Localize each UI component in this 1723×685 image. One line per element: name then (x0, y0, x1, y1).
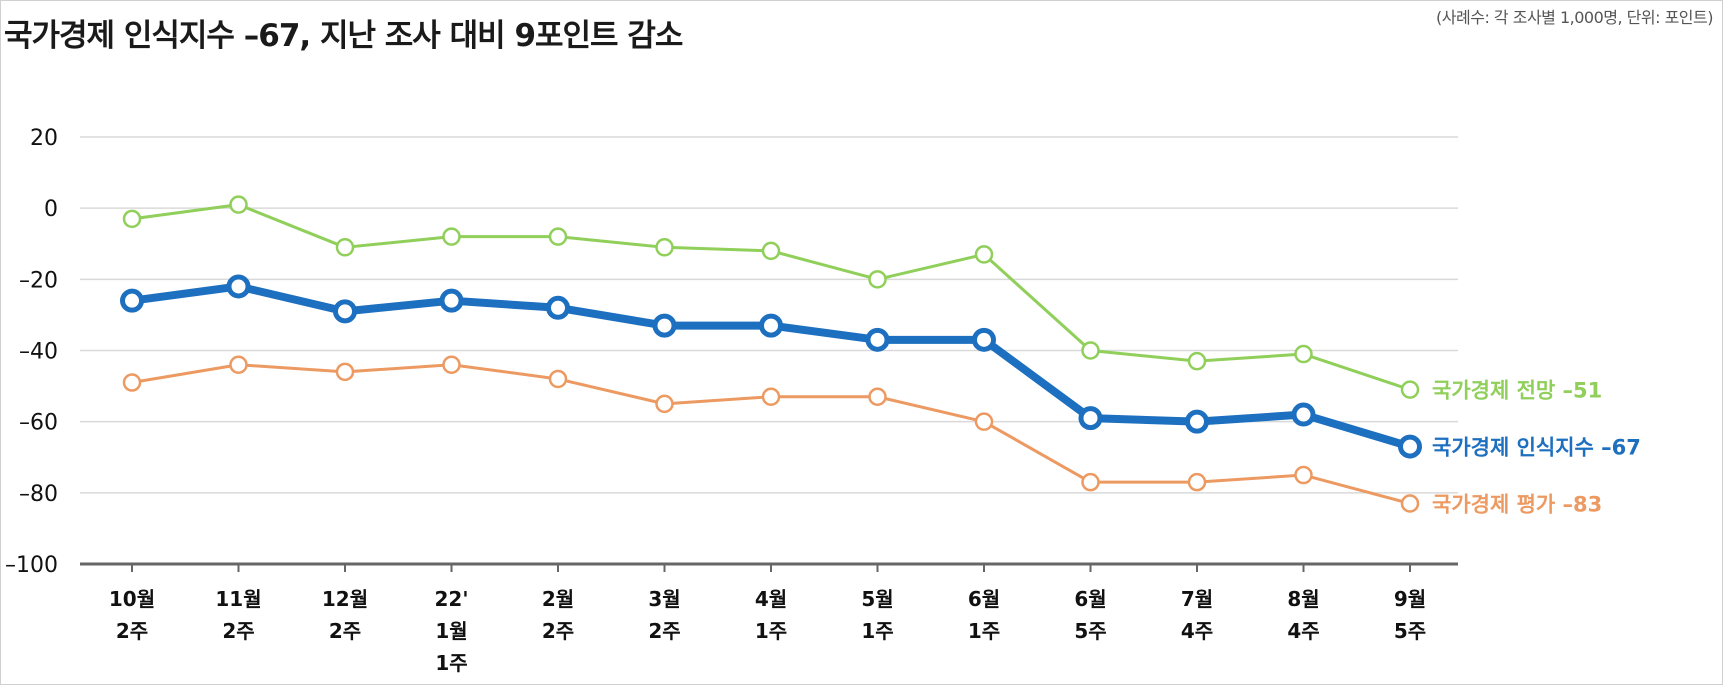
data-point (1294, 344, 1313, 364)
data-point (761, 241, 781, 261)
data-point (548, 369, 568, 389)
y-tick-label: –20 (19, 268, 58, 293)
x-tick-label: 5주 (1394, 619, 1426, 643)
data-point (548, 227, 568, 246)
x-tick-label: 2주 (648, 619, 680, 643)
x-tick-label: 4주 (1287, 619, 1319, 643)
data-point (1398, 434, 1422, 459)
data-point (1294, 465, 1313, 485)
data-point (865, 327, 890, 352)
x-tick-label: 22' (435, 587, 469, 611)
data-point (1400, 494, 1420, 513)
chart-note: (사례수: 각 조사별 1,000명, 단위: 포인트) (1436, 8, 1713, 27)
data-point (759, 313, 783, 338)
x-tick-label: 8월 (1287, 587, 1319, 611)
x-tick-label: 5주 (1074, 619, 1106, 643)
data-point (122, 209, 142, 229)
x-tick-label: 6월 (968, 587, 1000, 611)
x-tick-label: 4주 (1181, 619, 1213, 643)
series-group (120, 195, 1422, 513)
x-tick-label: 7월 (1181, 587, 1213, 611)
x-tick-label: 5월 (861, 587, 893, 611)
y-tick-label: 20 (30, 126, 58, 151)
grid-lines (80, 136, 1458, 566)
y-tick-label: –40 (19, 340, 58, 365)
series-labels: 국가경제 전망 –51 국가경제 인식지수 –67 국가경제 평가 –83 (1432, 379, 1641, 517)
data-point (335, 362, 355, 382)
series-label: 국가경제 평가 –83 (1432, 493, 1602, 517)
x-tick-label: 4월 (755, 587, 787, 611)
y-tick-label: –60 (19, 411, 58, 436)
x-tick-label: 1주 (861, 619, 893, 643)
x-tick-label: 2주 (116, 619, 148, 643)
data-point (1081, 472, 1100, 492)
data-point (442, 227, 461, 246)
data-point (442, 355, 461, 374)
x-tick-label: 2월 (542, 587, 574, 611)
data-point (655, 394, 674, 414)
data-point (1078, 406, 1103, 431)
chart-title: 국가경제 인식지수 –67, 지난 조사 대비 9포인트 감소 (4, 18, 683, 54)
x-tick-label: 12월 (322, 587, 368, 611)
data-point (972, 327, 996, 352)
data-point (122, 373, 142, 392)
series-line (130, 363, 1412, 506)
data-point (974, 412, 994, 431)
data-point (439, 288, 464, 313)
data-point (1291, 402, 1316, 427)
y-tick-label: 0 (44, 197, 58, 222)
x-tick-label: 2주 (222, 619, 254, 643)
data-point (226, 274, 251, 299)
series-line (130, 203, 1412, 392)
data-point (761, 387, 781, 407)
data-point (974, 245, 994, 264)
x-tick-label: 3월 (648, 587, 680, 611)
data-point (1185, 409, 1209, 434)
x-axis: 10월 2주 11월 2주 12월 2주 22' 1월 1주 2월 2주 3월 2주 4월 1주 5월 1주 6월… (109, 564, 1426, 675)
x-tick-label: 1주 (435, 651, 467, 675)
data-point (1187, 472, 1207, 492)
series-label: 국가경제 전망 –51 (1432, 379, 1602, 403)
data-point (868, 270, 887, 289)
y-tick-label: –100 (5, 553, 58, 578)
x-tick-label: 11월 (215, 587, 261, 611)
x-tick-label: 1월 (435, 619, 467, 643)
x-tick-label: 6월 (1074, 587, 1106, 611)
data-point (652, 313, 677, 338)
data-point (335, 238, 355, 257)
x-tick-label: 2주 (542, 619, 574, 643)
data-point (1081, 341, 1100, 360)
data-point (868, 387, 887, 407)
y-tick-label: –80 (19, 482, 58, 507)
series-label: 국가경제 인식지수 –67 (1432, 436, 1641, 460)
x-tick-label: 9월 (1394, 587, 1426, 611)
data-point (1187, 351, 1207, 371)
data-point (229, 195, 248, 214)
series-line (128, 282, 1414, 451)
x-tick-label: 10월 (109, 587, 155, 611)
x-tick-label: 1주 (755, 619, 787, 643)
data-point (655, 238, 674, 257)
x-tick-label: 1주 (968, 619, 1000, 643)
data-point (229, 355, 248, 374)
data-point (546, 295, 570, 320)
data-point (1400, 380, 1420, 399)
x-tick-label: 2주 (329, 619, 361, 643)
y-axis: 20 0 –20 –40 –60 –80 –100 (5, 126, 58, 578)
data-point (333, 299, 357, 324)
data-point (120, 288, 144, 313)
